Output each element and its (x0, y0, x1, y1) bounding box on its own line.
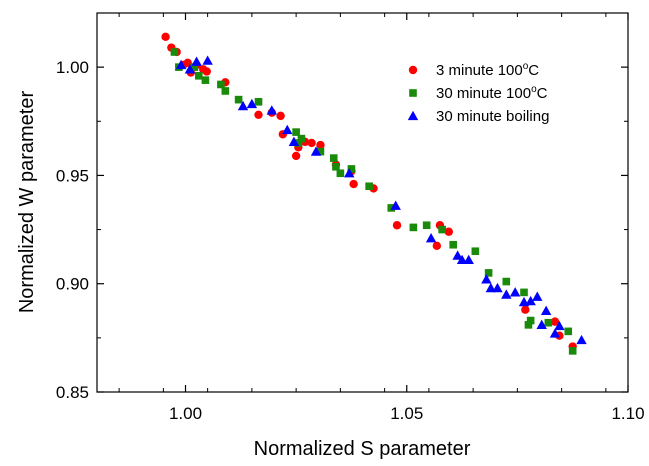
square-point (564, 327, 573, 336)
legend-label: 30 minute boiling (436, 108, 549, 125)
triangle-point (452, 250, 463, 260)
data-points (161, 32, 587, 355)
square-point (234, 95, 243, 104)
circle-point (161, 32, 170, 42)
legend-label: 3 minute 100oC (436, 61, 539, 79)
square-point (520, 288, 528, 297)
square-point (347, 165, 356, 173)
square-point (544, 318, 553, 327)
square-point (201, 76, 210, 84)
triangle-point (390, 200, 401, 210)
square-point (502, 277, 511, 286)
square-point (438, 225, 446, 234)
legend-triangle-marker (407, 110, 419, 121)
circle-point (521, 305, 530, 314)
x-tick-label: 1.05 (390, 404, 423, 423)
x-tick-label: 1.00 (169, 404, 202, 423)
square-point (332, 162, 340, 171)
legend-circle-marker (408, 65, 418, 75)
triangle-point (191, 56, 202, 66)
triangle-point (288, 136, 300, 147)
square-point (217, 80, 225, 89)
y-tick-label: 0.90 (56, 275, 89, 294)
square-point (221, 87, 230, 95)
legend-square-marker (409, 89, 417, 97)
x-axis-title: Normalized S parameter (254, 438, 471, 460)
circle-point (276, 111, 285, 121)
triangle-point (549, 328, 561, 338)
square-point (484, 269, 493, 277)
square-point (524, 321, 533, 329)
square-point (190, 63, 199, 71)
axis-ticks: 1.00 1.05 1.10 0.85 0.90 0.95 1.00 (56, 13, 645, 423)
triangle-point (202, 55, 213, 65)
triangle-point (532, 291, 543, 301)
triangle-point (175, 59, 187, 70)
square-point (170, 48, 179, 56)
triangle-point (463, 254, 474, 265)
circle-point (444, 227, 453, 236)
legend-label: 30 minute 100oC (436, 84, 548, 102)
degree-sup: o (531, 84, 537, 95)
square-point (568, 347, 577, 355)
triangle-point (246, 98, 258, 109)
y-tick-label: 1.00 (56, 58, 89, 77)
square-point (194, 72, 203, 80)
square-point (294, 139, 303, 147)
square-point (471, 247, 480, 256)
circle-point (432, 241, 442, 251)
triangle-point (282, 124, 293, 135)
square-point (316, 147, 325, 156)
circle-point (307, 138, 316, 148)
square-point (387, 204, 396, 212)
triangle-point (485, 282, 497, 293)
triangle-point (509, 287, 521, 297)
triangle-point (184, 64, 196, 74)
square-point (365, 182, 373, 191)
triangle-point (456, 254, 468, 265)
y-tick-label: 0.85 (56, 383, 89, 402)
triangle-point (536, 319, 547, 330)
square-point (409, 223, 418, 232)
y-axis-title: Normalized W parameter (16, 91, 38, 314)
x-tick-label: 1.10 (611, 404, 644, 423)
triangle-point (576, 334, 587, 345)
triangle-point (237, 100, 249, 111)
square-point (526, 316, 535, 325)
triangle-point (540, 305, 552, 315)
triangle-point (266, 105, 277, 115)
square-point (329, 154, 338, 162)
circle-point (202, 67, 211, 76)
square-point (449, 240, 458, 249)
triangle-point (501, 289, 512, 299)
circle-point (550, 317, 560, 326)
square-point (422, 221, 431, 230)
circle-point (392, 221, 402, 230)
plot-frame (96, 12, 629, 393)
degree-sup: o (523, 61, 529, 72)
square-point (336, 169, 345, 178)
triangle-point (525, 295, 536, 306)
triangle-point (481, 274, 492, 284)
triangle-point (425, 233, 437, 243)
circle-point (316, 140, 325, 150)
legend: 3 minute 100oC 30 minute 100oC 30 minute b… (407, 61, 549, 125)
triangle-point (492, 282, 503, 293)
y-tick-label: 0.95 (56, 166, 89, 185)
circle-point (291, 151, 301, 161)
circle-point (254, 110, 263, 119)
square-point (297, 134, 306, 143)
square-point (254, 97, 263, 106)
square-point (292, 128, 300, 136)
triangle-point (310, 146, 322, 156)
triangle-point (344, 168, 355, 178)
circle-point (349, 179, 358, 189)
triangle-point (554, 320, 565, 331)
